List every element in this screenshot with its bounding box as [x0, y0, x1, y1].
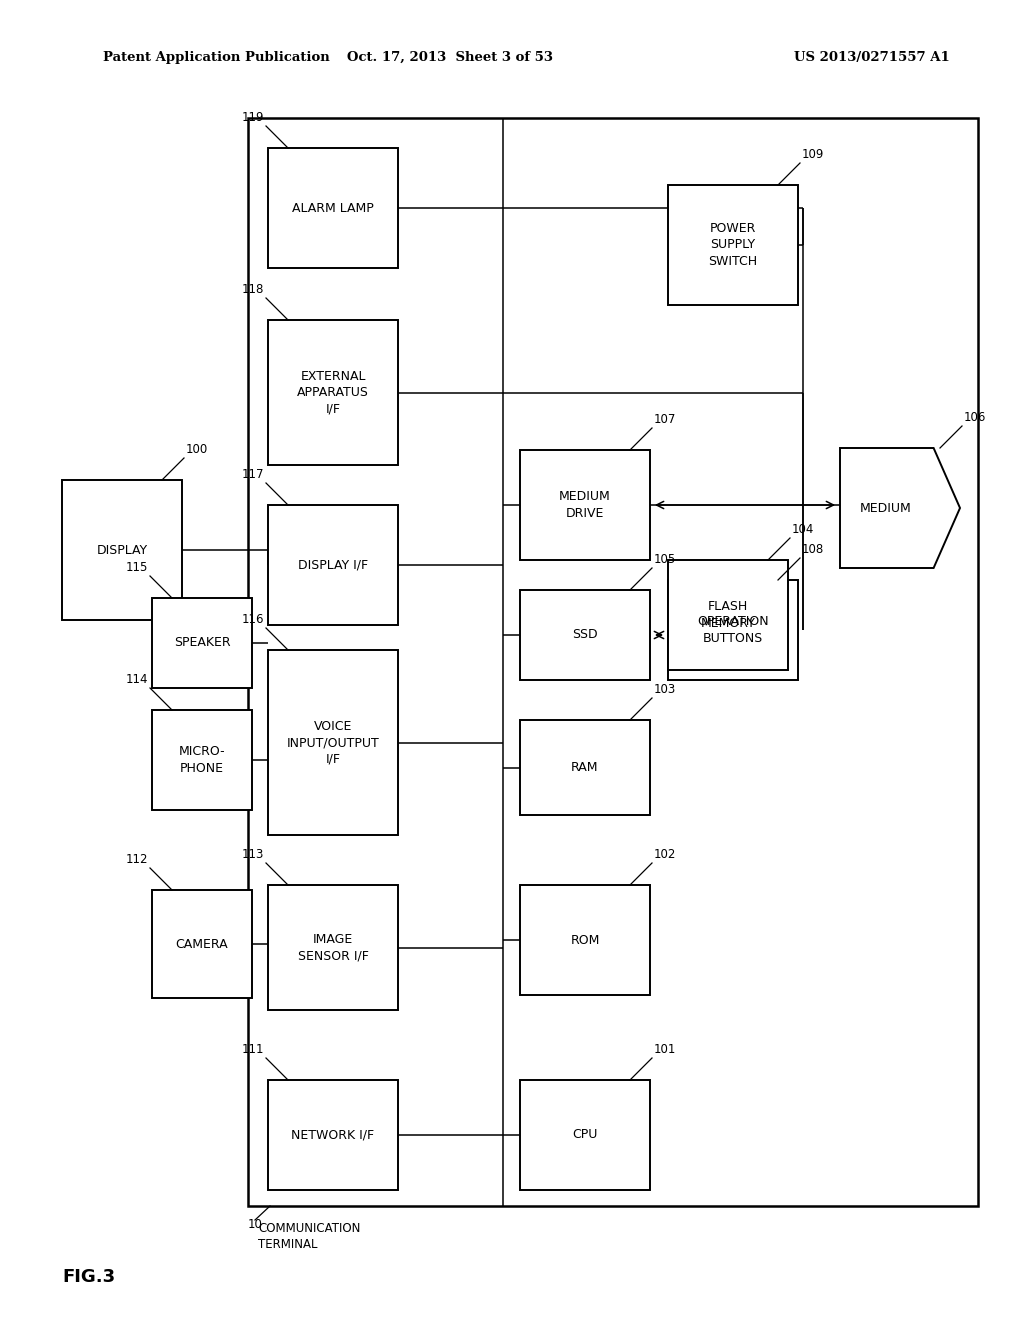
Text: 106: 106	[964, 411, 986, 424]
Text: 100: 100	[186, 444, 208, 455]
Text: 107: 107	[654, 413, 677, 426]
Text: EXTERNAL
APPARATUS
I/F: EXTERNAL APPARATUS I/F	[297, 370, 369, 416]
Bar	[668, 560, 788, 671]
Text: 103: 103	[654, 682, 676, 696]
Text: 118: 118	[242, 282, 264, 296]
Text: MICRO-
PHONE: MICRO- PHONE	[178, 746, 225, 775]
Text: IMAGE
SENSOR I/F: IMAGE SENSOR I/F	[298, 933, 369, 962]
Bar	[268, 319, 398, 465]
Text: 111: 111	[242, 1043, 264, 1056]
Text: 109: 109	[802, 148, 824, 161]
Text: 102: 102	[654, 847, 677, 861]
Text: 114: 114	[126, 673, 148, 686]
Polygon shape	[840, 447, 961, 568]
Text: VOICE
INPUT/OUTPUT
I/F: VOICE INPUT/OUTPUT I/F	[287, 719, 379, 766]
Text: 119: 119	[242, 111, 264, 124]
Text: RAM: RAM	[571, 762, 599, 774]
Text: DISPLAY: DISPLAY	[96, 544, 147, 557]
Text: POWER
SUPPLY
SWITCH: POWER SUPPLY SWITCH	[709, 222, 758, 268]
Bar	[668, 579, 798, 680]
Bar	[668, 185, 798, 305]
Text: US 2013/0271557 A1: US 2013/0271557 A1	[795, 50, 950, 63]
Bar	[152, 598, 252, 688]
Bar	[520, 719, 650, 814]
Text: ALARM LAMP: ALARM LAMP	[292, 202, 374, 214]
Bar	[248, 117, 978, 1206]
Text: DISPLAY I/F: DISPLAY I/F	[298, 558, 368, 572]
Bar	[520, 1080, 650, 1191]
Text: CPU: CPU	[572, 1129, 598, 1142]
Text: 108: 108	[802, 543, 824, 556]
Text: 104: 104	[792, 523, 814, 536]
Text: FIG.3: FIG.3	[62, 1269, 115, 1286]
Text: MEDIUM
DRIVE: MEDIUM DRIVE	[559, 490, 611, 520]
Text: Oct. 17, 2013  Sheet 3 of 53: Oct. 17, 2013 Sheet 3 of 53	[347, 50, 553, 63]
Bar	[268, 649, 398, 836]
Text: 112: 112	[126, 853, 148, 866]
Bar	[62, 480, 182, 620]
Text: FLASH
MEMORY: FLASH MEMORY	[700, 601, 756, 630]
Bar	[268, 884, 398, 1010]
Bar	[268, 1080, 398, 1191]
Bar	[520, 884, 650, 995]
Bar	[152, 710, 252, 810]
Text: SSD: SSD	[572, 628, 598, 642]
Text: OPERATION
BUTTONS: OPERATION BUTTONS	[697, 615, 769, 644]
Bar	[268, 506, 398, 624]
Bar	[268, 148, 398, 268]
Text: NETWORK I/F: NETWORK I/F	[292, 1129, 375, 1142]
Text: Patent Application Publication: Patent Application Publication	[103, 50, 330, 63]
Text: 113: 113	[242, 847, 264, 861]
Text: 115: 115	[126, 561, 148, 574]
Bar	[152, 890, 252, 998]
Text: 117: 117	[242, 469, 264, 480]
Text: COMMUNICATION
TERMINAL: COMMUNICATION TERMINAL	[258, 1222, 360, 1251]
Text: 105: 105	[654, 553, 676, 566]
Text: 116: 116	[242, 612, 264, 626]
Text: MEDIUM: MEDIUM	[860, 502, 911, 515]
Text: 101: 101	[654, 1043, 677, 1056]
Text: 10: 10	[248, 1218, 263, 1232]
Bar	[520, 590, 650, 680]
Text: ROM: ROM	[570, 933, 600, 946]
Text: CAMERA: CAMERA	[176, 937, 228, 950]
Bar	[520, 450, 650, 560]
Text: SPEAKER: SPEAKER	[174, 636, 230, 649]
